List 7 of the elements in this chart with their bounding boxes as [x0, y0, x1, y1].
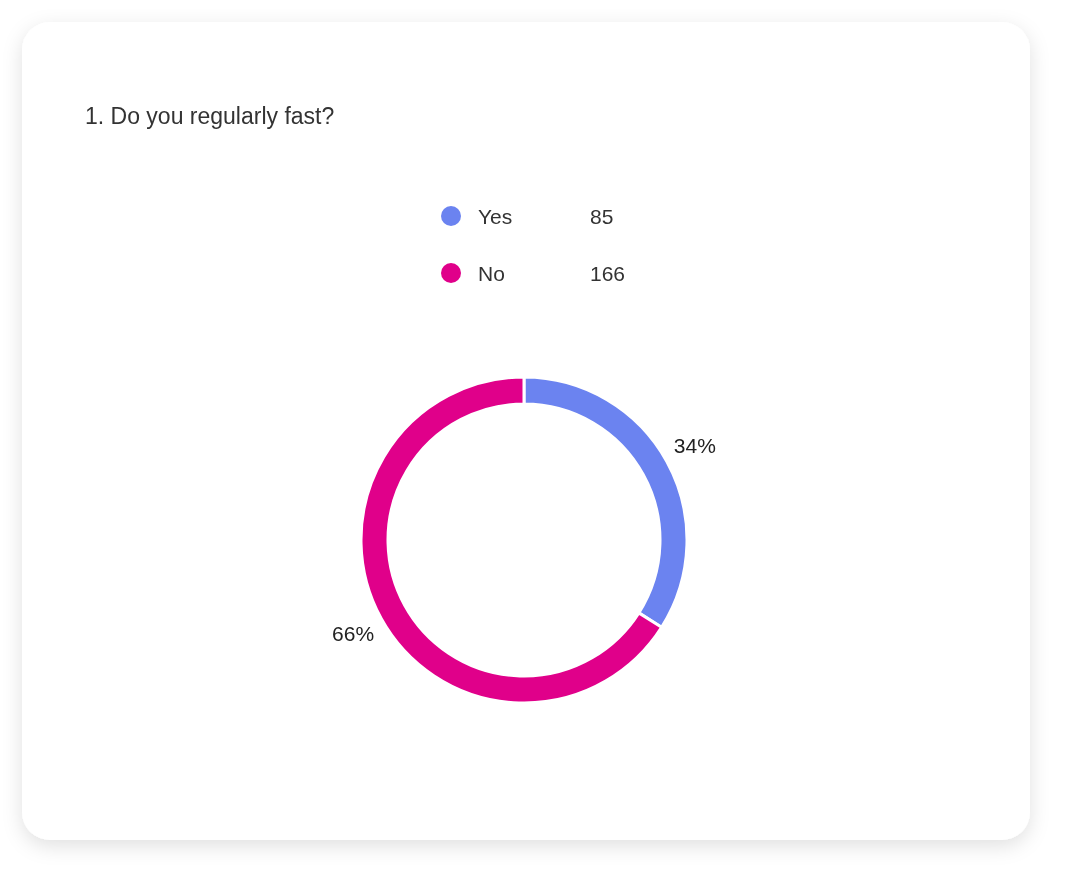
legend-label: No: [478, 262, 505, 285]
legend-label: Yes: [478, 205, 513, 228]
data-label: 66%: [332, 622, 375, 646]
data-label: 34%: [673, 434, 716, 458]
text: 85: [590, 205, 614, 228]
chart-title: 1. Do you regularly fast?: [85, 103, 335, 129]
text: 166: [590, 262, 626, 285]
